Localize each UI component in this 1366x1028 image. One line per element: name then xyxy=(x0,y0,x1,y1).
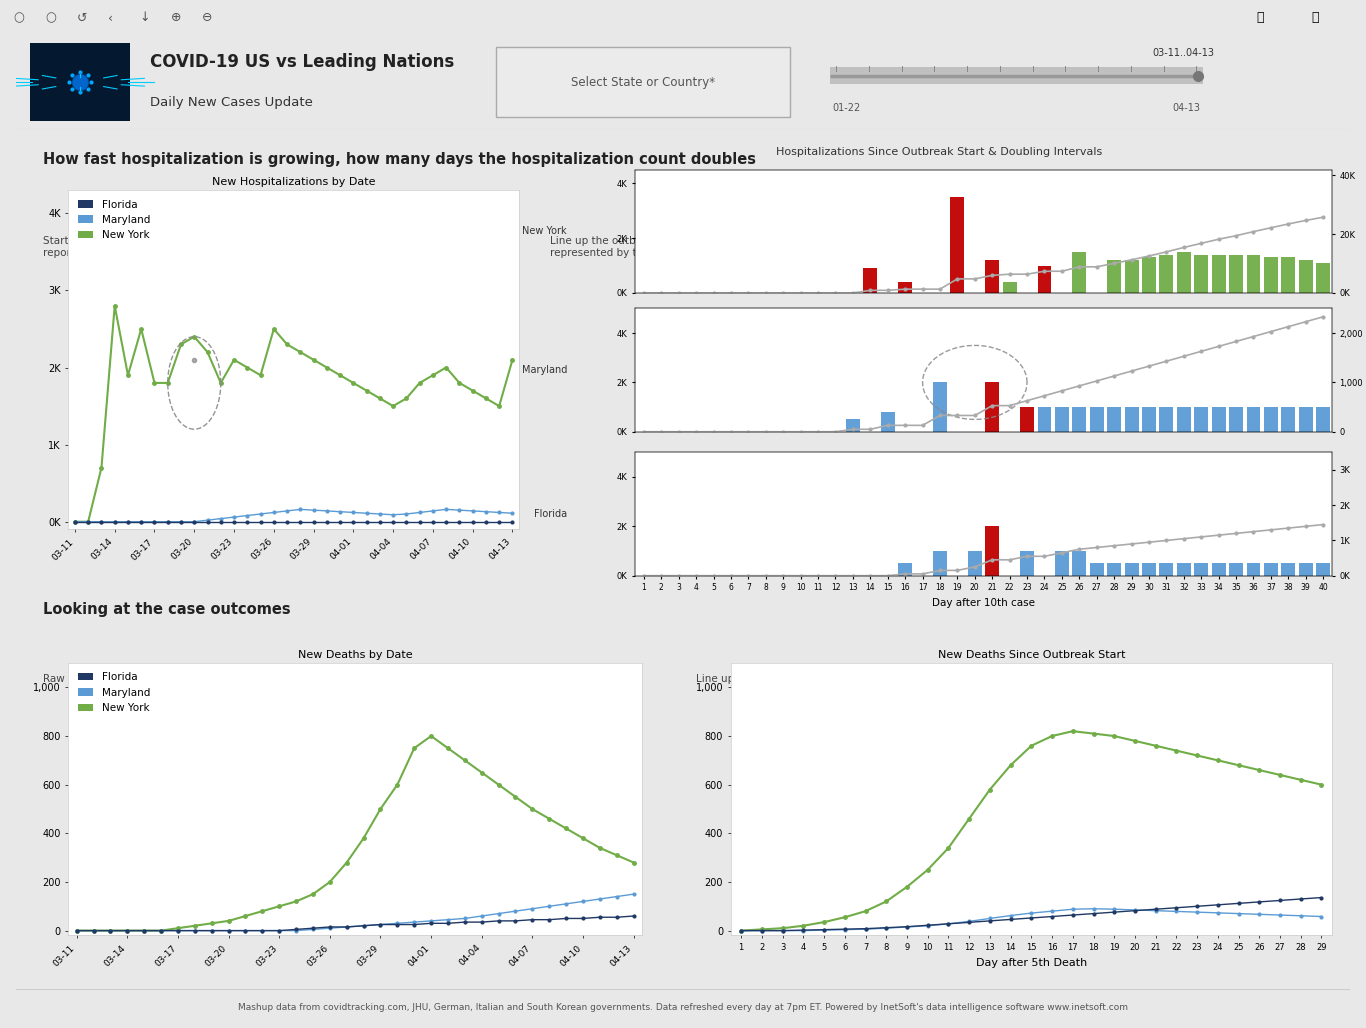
Text: Select State or Country*: Select State or Country* xyxy=(571,76,714,88)
Text: Hospitalizations Since Outbreak Start & Doubling Intervals: Hospitalizations Since Outbreak Start & … xyxy=(776,147,1102,157)
Bar xyxy=(1281,257,1295,293)
Bar xyxy=(1317,263,1330,293)
FancyBboxPatch shape xyxy=(829,68,1203,84)
Bar xyxy=(1108,260,1121,293)
Bar xyxy=(968,551,982,576)
Bar xyxy=(1072,252,1086,293)
Bar xyxy=(1317,407,1330,432)
Bar xyxy=(899,282,912,293)
Bar xyxy=(1108,407,1121,432)
Text: COVID-19 US vs Leading Nations: COVID-19 US vs Leading Nations xyxy=(150,52,454,71)
Bar xyxy=(1194,255,1208,293)
Bar xyxy=(1212,255,1225,293)
Bar xyxy=(1124,407,1138,432)
Bar xyxy=(951,197,964,293)
Bar xyxy=(1090,563,1104,576)
Bar xyxy=(1160,255,1173,293)
Text: 01-22: 01-22 xyxy=(832,103,861,113)
Text: Maryland: Maryland xyxy=(522,365,567,375)
Bar xyxy=(1142,257,1156,293)
Legend: Florida, Maryland, New York: Florida, Maryland, New York xyxy=(74,668,154,717)
Bar xyxy=(1072,407,1086,432)
Bar xyxy=(1124,563,1138,576)
Text: 🔖: 🔖 xyxy=(1257,11,1264,25)
Text: 04-13: 04-13 xyxy=(1172,103,1201,113)
Bar xyxy=(1124,260,1138,293)
Text: Line up the outbreaks to the day of the 10th case. Then highlight days where hos: Line up the outbreaks to the day of the … xyxy=(549,236,1291,258)
Bar xyxy=(1281,407,1295,432)
Bar xyxy=(1038,407,1052,432)
Bar xyxy=(1264,563,1277,576)
Text: Start with raw new hospitalizations. Note that hospitalization data is not widel: Start with raw new hospitalizations. Not… xyxy=(44,236,458,258)
Text: ○: ○ xyxy=(14,11,25,25)
X-axis label: Day after 5th Death: Day after 5th Death xyxy=(975,958,1087,967)
Bar xyxy=(1038,265,1052,293)
Bar xyxy=(1299,407,1313,432)
Bar xyxy=(1299,563,1313,576)
Bar xyxy=(985,260,999,293)
Bar xyxy=(1055,551,1068,576)
Bar xyxy=(1055,407,1068,432)
Text: Looking at the case outcomes: Looking at the case outcomes xyxy=(44,602,291,617)
FancyBboxPatch shape xyxy=(30,43,130,121)
Title: New Deaths Since Outbreak Start: New Deaths Since Outbreak Start xyxy=(937,650,1126,660)
Bar xyxy=(1194,563,1208,576)
Bar xyxy=(1020,551,1034,576)
Bar xyxy=(933,551,947,576)
Title: New Hospitalizations by Date: New Hospitalizations by Date xyxy=(212,177,376,187)
Bar xyxy=(1142,563,1156,576)
Bar xyxy=(985,526,999,576)
Bar xyxy=(1264,257,1277,293)
Bar xyxy=(933,382,947,432)
Bar xyxy=(1142,407,1156,432)
Text: Line up the outbreaks to the day of the 5th death for death count: Line up the outbreaks to the day of the … xyxy=(697,674,1038,685)
Text: New York: New York xyxy=(522,226,567,236)
Title: New Deaths by Date: New Deaths by Date xyxy=(298,650,413,660)
Bar xyxy=(1108,563,1121,576)
Text: ↺: ↺ xyxy=(76,11,87,25)
Bar xyxy=(846,419,859,432)
Bar xyxy=(1281,563,1295,576)
Bar xyxy=(899,563,912,576)
Legend: Florida, Maryland, New York: Florida, Maryland, New York xyxy=(74,195,154,244)
Bar xyxy=(1212,563,1225,576)
Text: ↓: ↓ xyxy=(139,11,150,25)
Bar xyxy=(863,268,877,293)
Text: ‹: ‹ xyxy=(108,11,113,25)
Bar xyxy=(1177,407,1191,432)
Bar xyxy=(1160,563,1173,576)
Bar xyxy=(1247,407,1261,432)
Text: ⛶: ⛶ xyxy=(1311,11,1318,25)
Bar xyxy=(1072,551,1086,576)
Text: Mashup data from covidtracking.com, JHU, German, Italian and South Korean govern: Mashup data from covidtracking.com, JHU,… xyxy=(238,1003,1128,1013)
Bar xyxy=(1247,563,1261,576)
Bar xyxy=(1229,407,1243,432)
Text: ⊕: ⊕ xyxy=(171,11,182,25)
Bar xyxy=(1194,407,1208,432)
Bar xyxy=(1299,260,1313,293)
Text: How fast hospitalization is growing, how many days the hospitalization count dou: How fast hospitalization is growing, how… xyxy=(44,151,755,167)
Text: ⊖: ⊖ xyxy=(202,11,213,25)
Bar xyxy=(985,382,999,432)
Bar xyxy=(1090,407,1104,432)
Bar xyxy=(1229,563,1243,576)
Bar xyxy=(1003,282,1016,293)
Bar xyxy=(1317,563,1330,576)
Bar xyxy=(1160,407,1173,432)
Bar xyxy=(1264,407,1277,432)
X-axis label: Day after 10th case: Day after 10th case xyxy=(932,598,1035,608)
Text: Florida: Florida xyxy=(534,509,567,519)
Bar xyxy=(1177,563,1191,576)
FancyBboxPatch shape xyxy=(496,47,790,117)
Bar xyxy=(1229,255,1243,293)
Bar xyxy=(1212,407,1225,432)
Bar xyxy=(881,412,895,432)
Text: Raw new deaths count by calendar date: Raw new deaths count by calendar date xyxy=(44,674,253,685)
Bar xyxy=(1177,252,1191,293)
Bar xyxy=(1247,255,1261,293)
Text: ○: ○ xyxy=(45,11,56,25)
Text: 03-11..04-13: 03-11..04-13 xyxy=(1152,47,1214,58)
Bar xyxy=(1020,407,1034,432)
Text: Daily New Cases Update: Daily New Cases Update xyxy=(150,96,313,109)
